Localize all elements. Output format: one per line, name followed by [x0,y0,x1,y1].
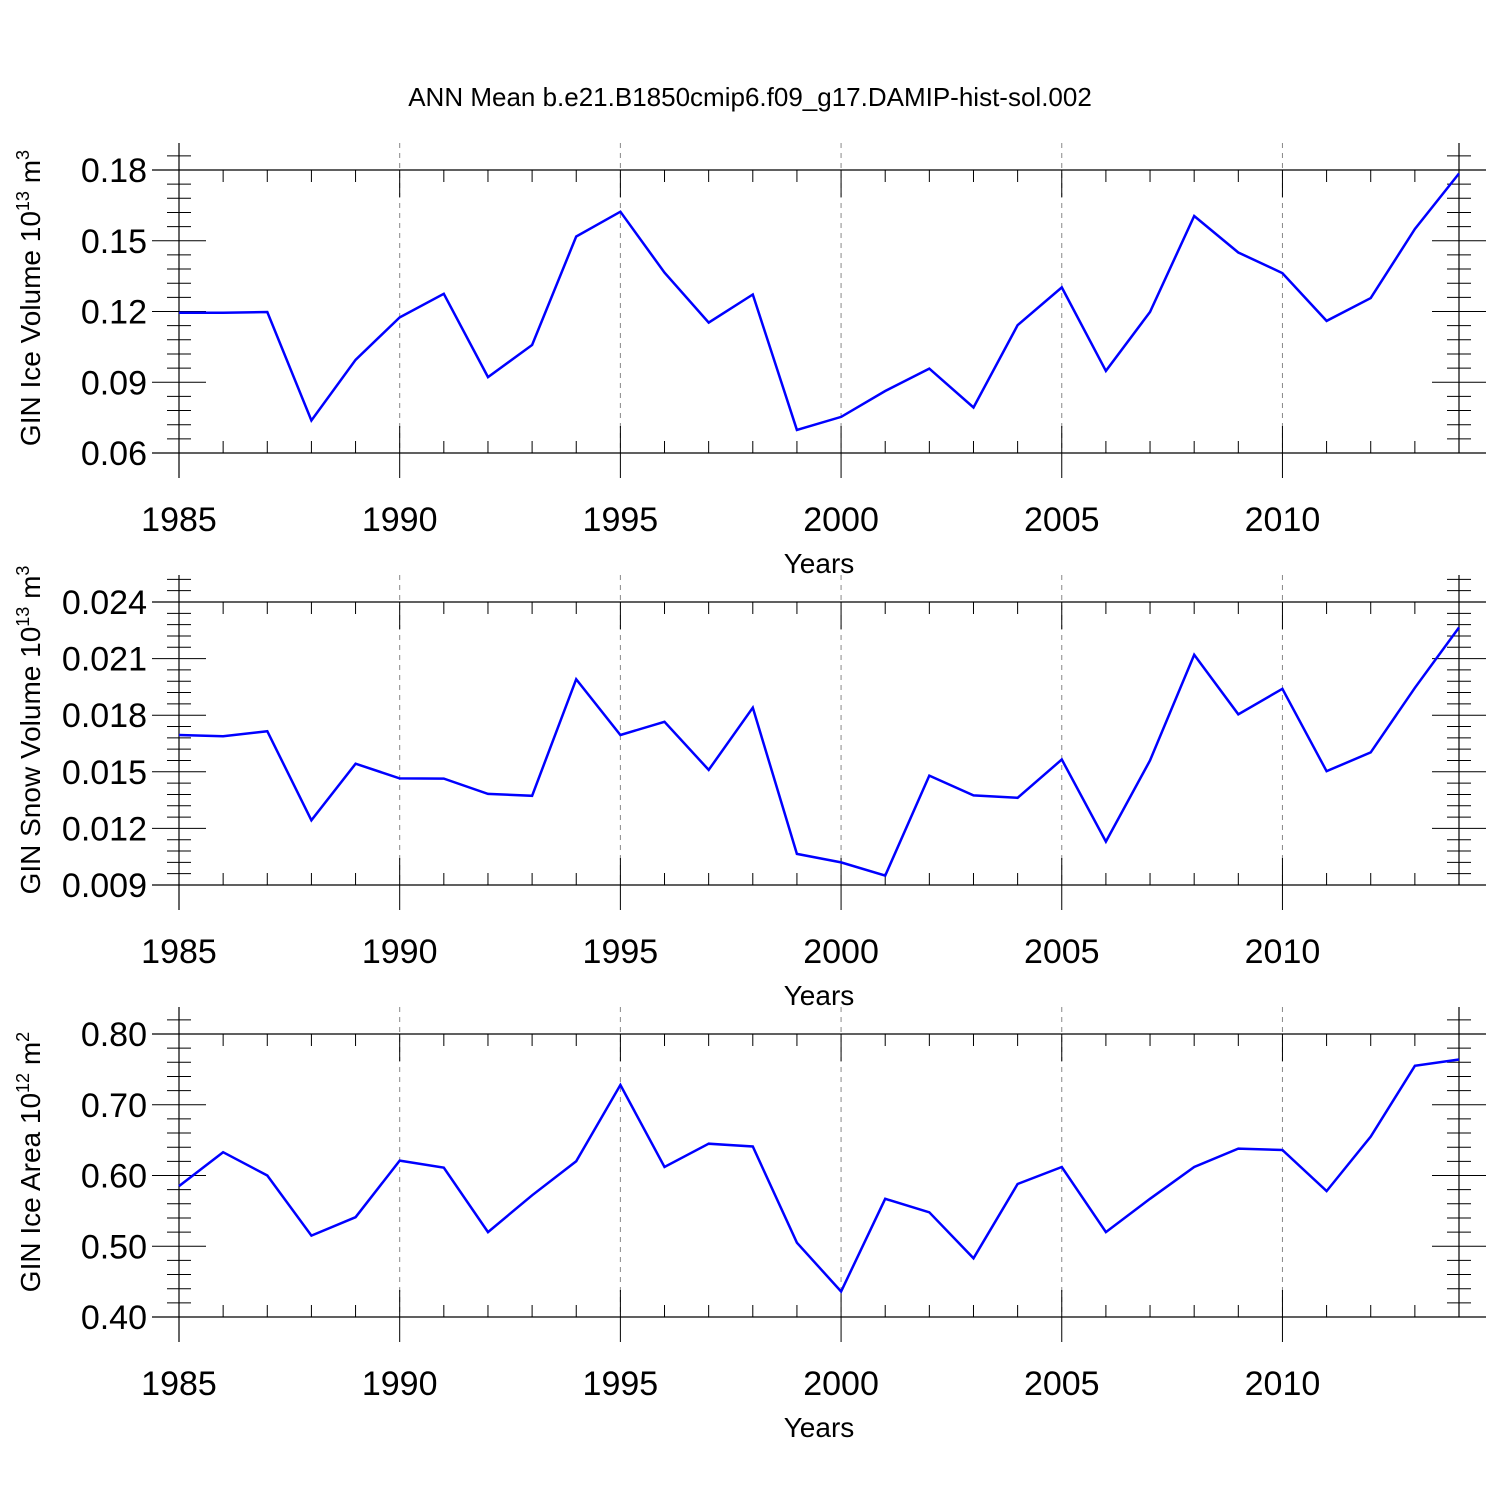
y-tick-label: 0.021 [62,641,147,679]
x-tick-label: 1985 [141,1365,217,1403]
x-tick-label: 2000 [803,501,879,539]
y-axis-label: GIN Ice Area 1012 m2 [13,1032,46,1292]
y-tick-label: 0.60 [81,1158,147,1196]
x-tick-label: 1985 [141,933,217,971]
y-tick-label: 0.012 [62,810,147,848]
x-tick-label: 2010 [1245,1365,1321,1403]
y-label-unit: m [15,160,46,191]
series-line-ice-volume [179,172,1460,432]
y-label-prefix: GIN Ice Area 10 [15,1093,46,1292]
y-label-exp2: 3 [13,566,33,576]
x-tick-label: 2005 [1024,501,1100,539]
y-tick-label: 0.12 [81,294,147,332]
x-tick-label: 2000 [803,933,879,971]
y-tick-label: 0.50 [81,1228,147,1266]
x-tick-label: 2005 [1024,933,1100,971]
y-axis-label: GIN Ice Volume 1013 m3 [13,150,46,446]
x-tick-label: 2010 [1245,501,1321,539]
y-label-exp1: 12 [13,1073,33,1093]
y-label-exp2: 3 [13,150,33,160]
y-tick-label: 0.018 [62,697,147,735]
y-tick-label: 0.15 [81,223,147,261]
x-tick-label: 1990 [362,1365,438,1403]
y-axis-label: GIN Snow Volume 1013 m3 [13,566,46,895]
chart-snow-volume: 1985 1990 1995 2000 2005 2010 0.009 0.012 0.015 0… [13,566,1486,1011]
y-tick-label: 0.80 [81,1016,147,1054]
figure-title: ANN Mean b.e21.B1850cmip6.f09_g17.DAMIP-… [408,82,1092,112]
x-tick-label: 1985 [141,501,217,539]
series-line-snow-volume [178,626,1461,878]
y-tick-label: 0.024 [62,584,147,622]
x-tick-label: 1990 [362,501,438,539]
y-label-exp1: 13 [13,607,33,627]
y-label-unit: m [15,1042,46,1073]
series-line-ice-area [178,1058,1460,1294]
x-tick-label: 2005 [1024,1365,1100,1403]
y-tick-label: 0.40 [81,1299,147,1337]
y-tick-label: 0.06 [81,435,147,473]
x-tick-label: 1995 [583,933,659,971]
x-tick-label: 1995 [583,501,659,539]
x-axis-label: Years [784,548,855,579]
y-label-prefix: GIN Snow Volume 10 [15,627,46,895]
y-tick-label: 0.18 [81,152,147,190]
x-tick-label: 1995 [583,1365,659,1403]
x-tick-label: 2010 [1245,933,1321,971]
x-axis-label: Years [784,1412,855,1443]
chart-ice-area: 1985 1990 1995 2000 2005 2010 0.40 0.50 0.60 0.70… [13,1007,1486,1443]
y-label-prefix: GIN Ice Volume 10 [15,211,46,446]
y-tick-label: 0.015 [62,754,147,792]
y-label-unit: m [15,576,46,607]
y-tick-label: 0.70 [81,1087,147,1125]
x-tick-label: 1990 [362,933,438,971]
y-tick-label: 0.009 [62,867,147,905]
chart-ice-volume: 1985 1990 1995 2000 2005 2010 0.06 0.09 0.12 0.15… [13,143,1486,579]
y-label-exp1: 13 [13,191,33,211]
y-label-exp2: 2 [13,1032,33,1042]
x-axis-label: Years [784,980,855,1011]
y-tick-label: 0.09 [81,364,147,402]
x-tick-label: 2000 [803,1365,879,1403]
